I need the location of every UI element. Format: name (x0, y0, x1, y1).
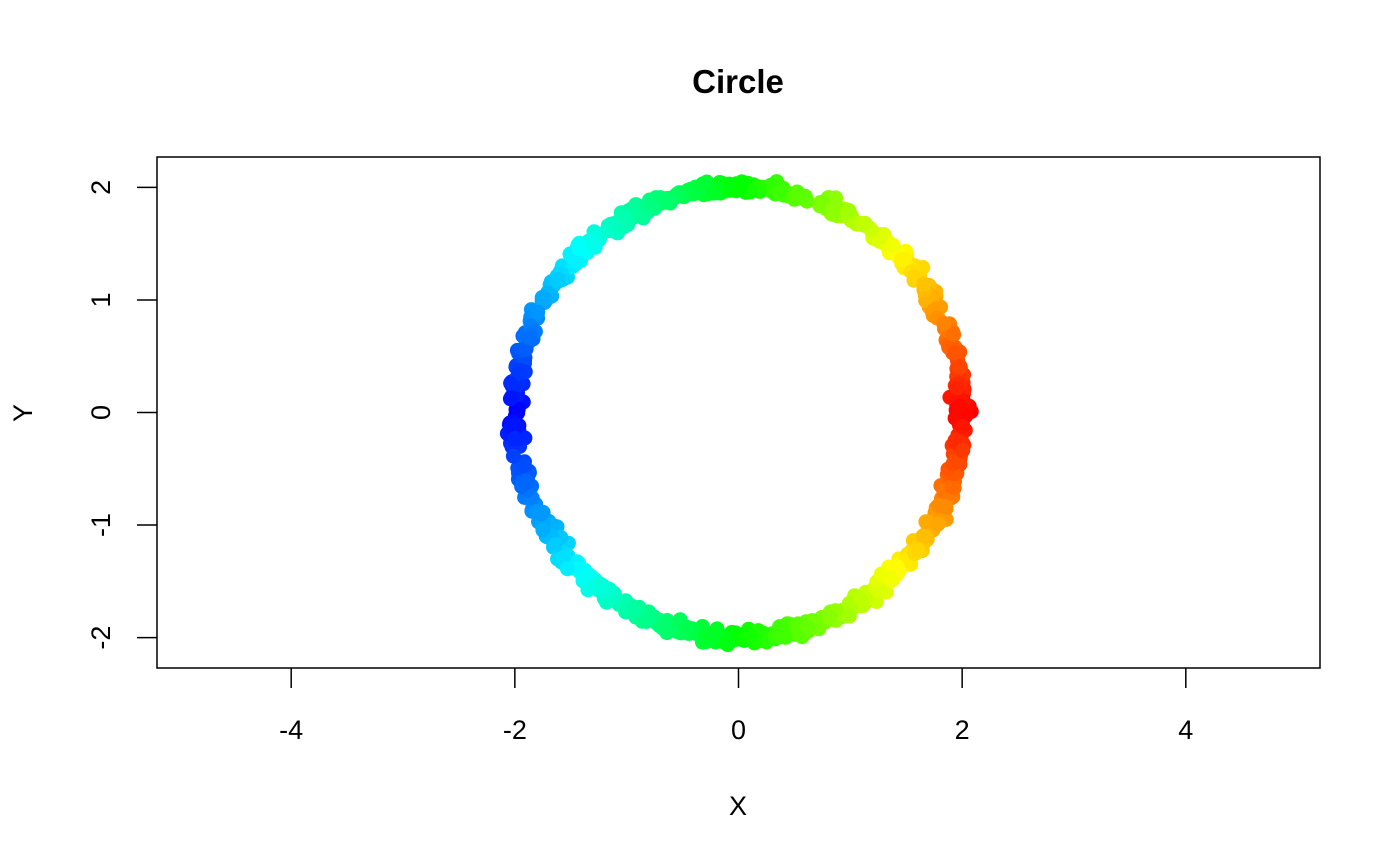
data-point (548, 537, 563, 553)
data-point (828, 190, 843, 206)
x-tick-label: 2 (955, 715, 970, 745)
data-point (955, 442, 971, 458)
data-point (853, 592, 869, 608)
data-point (944, 479, 960, 495)
data-point (521, 330, 537, 346)
data-point (949, 380, 965, 396)
data-point (800, 619, 815, 635)
data-point (570, 254, 586, 270)
data-point (954, 418, 970, 434)
data-point (660, 194, 676, 210)
data-point (930, 516, 946, 532)
data-point (771, 185, 787, 201)
y-tick-label: 1 (86, 292, 116, 307)
x-axis: -4 -2 0 2 4 (279, 668, 1193, 745)
data-point (706, 185, 722, 201)
data-point (952, 358, 968, 374)
data-point (936, 315, 952, 331)
data-point (918, 514, 934, 530)
data-point (889, 559, 905, 575)
data-point (535, 522, 551, 538)
y-tick-label: 2 (86, 180, 116, 195)
data-point (719, 634, 735, 650)
data-point (721, 176, 737, 192)
data-point (510, 401, 526, 417)
data-point (841, 608, 857, 624)
data-point (822, 609, 838, 625)
x-axis-label: X (729, 791, 747, 821)
data-point (951, 398, 967, 414)
data-point (505, 448, 521, 464)
data-point (790, 185, 806, 201)
data-point (946, 327, 962, 343)
data-point (642, 607, 658, 623)
data-point (857, 215, 873, 231)
data-point (550, 272, 566, 287)
x-tick-label: -2 (503, 715, 527, 745)
data-point (559, 561, 575, 577)
data-point (893, 252, 909, 268)
data-point (656, 618, 672, 634)
data-point (947, 345, 963, 361)
data-point (516, 458, 532, 474)
data-point (949, 453, 965, 469)
data-point (882, 569, 898, 585)
data-point (824, 202, 840, 218)
data-point (502, 391, 518, 407)
y-tick-label: 0 (86, 405, 116, 420)
data-point (585, 236, 601, 252)
data-point (885, 238, 901, 254)
y-tick-label: -2 (86, 626, 116, 650)
data-point (938, 499, 954, 515)
data-point (625, 602, 641, 618)
y-axis: -2 -1 0 1 2 (86, 180, 157, 650)
data-point (503, 375, 519, 391)
data-point (532, 506, 548, 522)
x-tick-label: 0 (731, 715, 746, 745)
data-point (608, 219, 624, 235)
data-point (506, 430, 522, 446)
data-point (679, 619, 695, 635)
chart-title: Circle (692, 63, 784, 100)
data-point (571, 241, 587, 257)
data-point (509, 418, 525, 434)
x-tick-label: 4 (1178, 715, 1193, 745)
data-point (915, 528, 931, 544)
x-tick-label: -4 (279, 715, 303, 745)
data-point (774, 629, 789, 645)
data-point (530, 304, 546, 320)
data-point (595, 578, 611, 594)
data-point (536, 291, 552, 306)
data-point (742, 628, 758, 644)
y-axis-label: Y (8, 404, 38, 422)
y-tick-label: -1 (86, 513, 116, 537)
data-points (499, 174, 979, 653)
data-point (916, 276, 932, 292)
data-point (840, 204, 856, 220)
plot-frame (156, 156, 1321, 669)
data-point (703, 631, 719, 647)
data-point (519, 474, 535, 490)
data-point (695, 176, 711, 192)
data-point (910, 542, 926, 558)
